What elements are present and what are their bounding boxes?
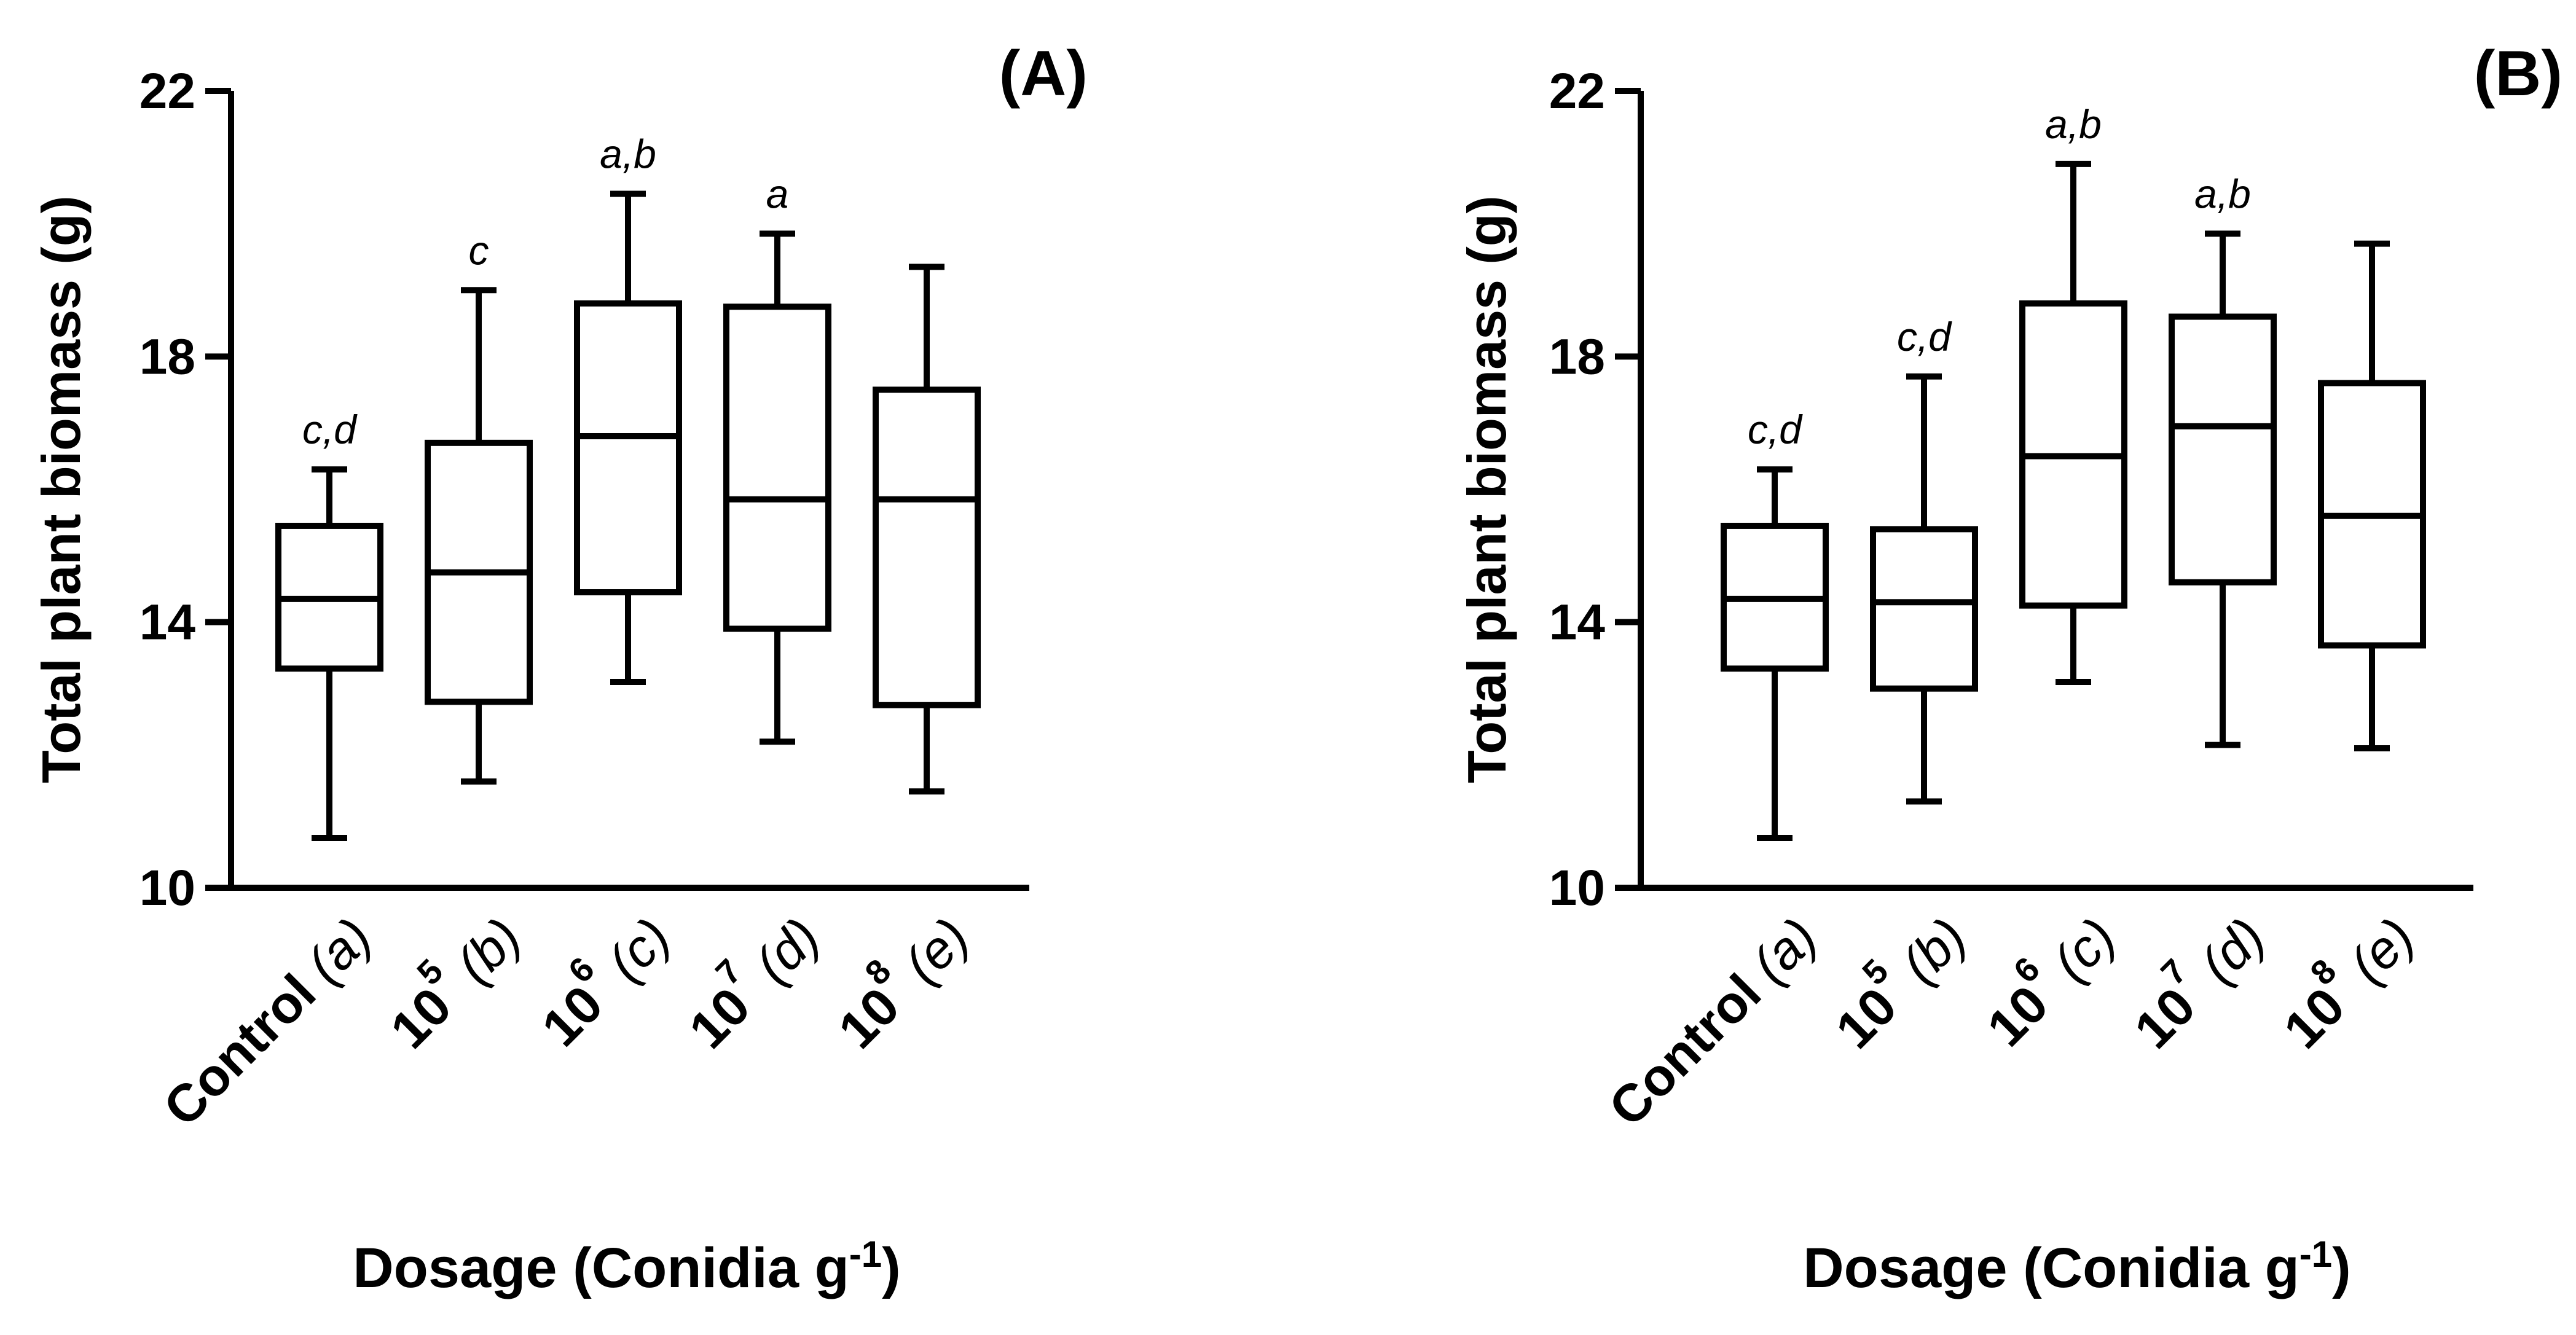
iqr-box xyxy=(2169,313,2277,585)
x-axis-title: Dosage (Conidia g-1) xyxy=(1803,1234,2351,1300)
iqr-box xyxy=(723,303,831,632)
box-5 xyxy=(2318,240,2426,752)
significance-label: a,b xyxy=(2194,171,2251,216)
iqr-box xyxy=(1870,526,1978,692)
y-tick-label: 10 xyxy=(139,860,195,916)
box-3: a,b xyxy=(574,131,682,685)
significance-label: c,d xyxy=(1897,314,1952,359)
y-tick-label: 14 xyxy=(139,595,196,651)
x-axis-title-main: Dosage (Conidia g xyxy=(1803,1237,2299,1299)
y-tick-label: 10 xyxy=(1549,860,1605,916)
y-tick-label: 18 xyxy=(1549,329,1605,385)
significance-label: a xyxy=(766,171,789,216)
iqr-box xyxy=(574,300,682,596)
y-tick-label: 14 xyxy=(1549,595,1606,651)
x-axis-title-close: ) xyxy=(2332,1237,2351,1299)
box-3: a,b xyxy=(2019,101,2127,685)
x-axis-title-superscript: -1 xyxy=(2299,1234,2332,1275)
x-axis-title-close: ) xyxy=(882,1237,901,1299)
x-axis-title-main: Dosage (Conidia g xyxy=(353,1237,849,1299)
box-4: a xyxy=(723,171,831,745)
iqr-box xyxy=(873,386,981,708)
y-axis-title: Total plant biomass (g) xyxy=(1456,195,1517,783)
y-tick-label: 22 xyxy=(139,63,195,119)
box-5 xyxy=(873,264,981,795)
significance-label: c xyxy=(469,227,489,273)
x-axis-title-superscript: -1 xyxy=(849,1234,882,1275)
box-1: c,d xyxy=(1721,407,1829,841)
panel-label: (B) xyxy=(2474,38,2562,109)
box-4: a,b xyxy=(2169,171,2277,748)
y-tick-label: 22 xyxy=(1549,63,1605,119)
panel-a: 10 14 18 22 Total plant biomass (g) (A) Dosage… xyxy=(31,38,1088,1299)
box-1: c,d xyxy=(275,407,383,841)
significance-label: c,d xyxy=(302,407,358,452)
x-axis-title: Dosage (Conidia g-1) xyxy=(353,1234,901,1300)
significance-label: c,d xyxy=(1748,407,1803,452)
significance-label: a,b xyxy=(600,131,656,177)
y-axis-title: Total plant biomass (g) xyxy=(31,195,92,783)
box-2: c xyxy=(425,227,533,785)
y-tick-label: 18 xyxy=(139,329,195,385)
box-2: c,d xyxy=(1870,314,1978,805)
significance-label: a,b xyxy=(2045,101,2102,147)
panel-label: (A) xyxy=(999,38,1088,109)
